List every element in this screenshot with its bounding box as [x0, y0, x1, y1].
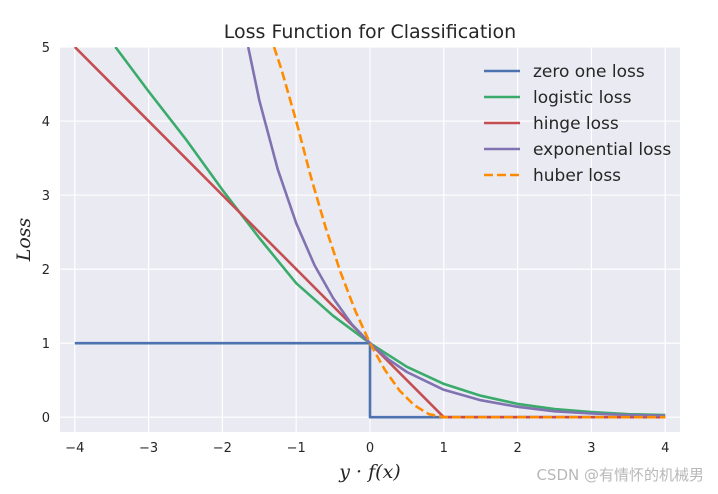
y-tick-label: 0 — [42, 411, 50, 426]
x-axis-label: y · f(x) — [338, 461, 400, 483]
x-tick-label: 3 — [587, 441, 595, 456]
watermark: CSDN @有情怀的机械男 — [536, 466, 704, 484]
x-tick-label: 0 — [366, 441, 374, 456]
legend-label: zero one loss — [533, 62, 645, 82]
x-tick-labels: −4 −3 −2 −1 0 1 2 3 4 — [65, 441, 669, 456]
series-exponential-loss — [246, 47, 666, 417]
y-axis-label: Loss — [13, 217, 35, 262]
series-logistic-loss — [114, 47, 666, 417]
series-huber-loss — [272, 47, 666, 419]
y-tick-labels: 0 1 2 3 4 5 — [42, 41, 50, 426]
x-tick-label: −2 — [213, 441, 232, 456]
x-tick-label: 1 — [440, 441, 448, 456]
y-tick-label: 4 — [42, 115, 50, 130]
legend-label: exponential loss — [533, 140, 671, 160]
x-tick-label: 2 — [513, 441, 521, 456]
y-tick-label: 5 — [42, 41, 50, 56]
y-tick-label: 2 — [42, 263, 50, 278]
y-tick-label: 1 — [42, 337, 50, 352]
x-tick-label: −3 — [139, 441, 158, 456]
chart-title: Loss Function for Classification — [224, 21, 516, 43]
series-layer — [73, 47, 666, 419]
x-tick-label: −4 — [65, 441, 84, 456]
y-tick-label: 3 — [42, 189, 50, 204]
legend-label: huber loss — [533, 166, 621, 186]
legend-label: logistic loss — [533, 88, 632, 108]
x-tick-label: 4 — [661, 441, 669, 456]
legend-label: hinge loss — [533, 114, 619, 134]
x-tick-label: −1 — [287, 441, 306, 456]
legend: zero one loss logistic loss hinge loss expo… — [484, 62, 671, 186]
